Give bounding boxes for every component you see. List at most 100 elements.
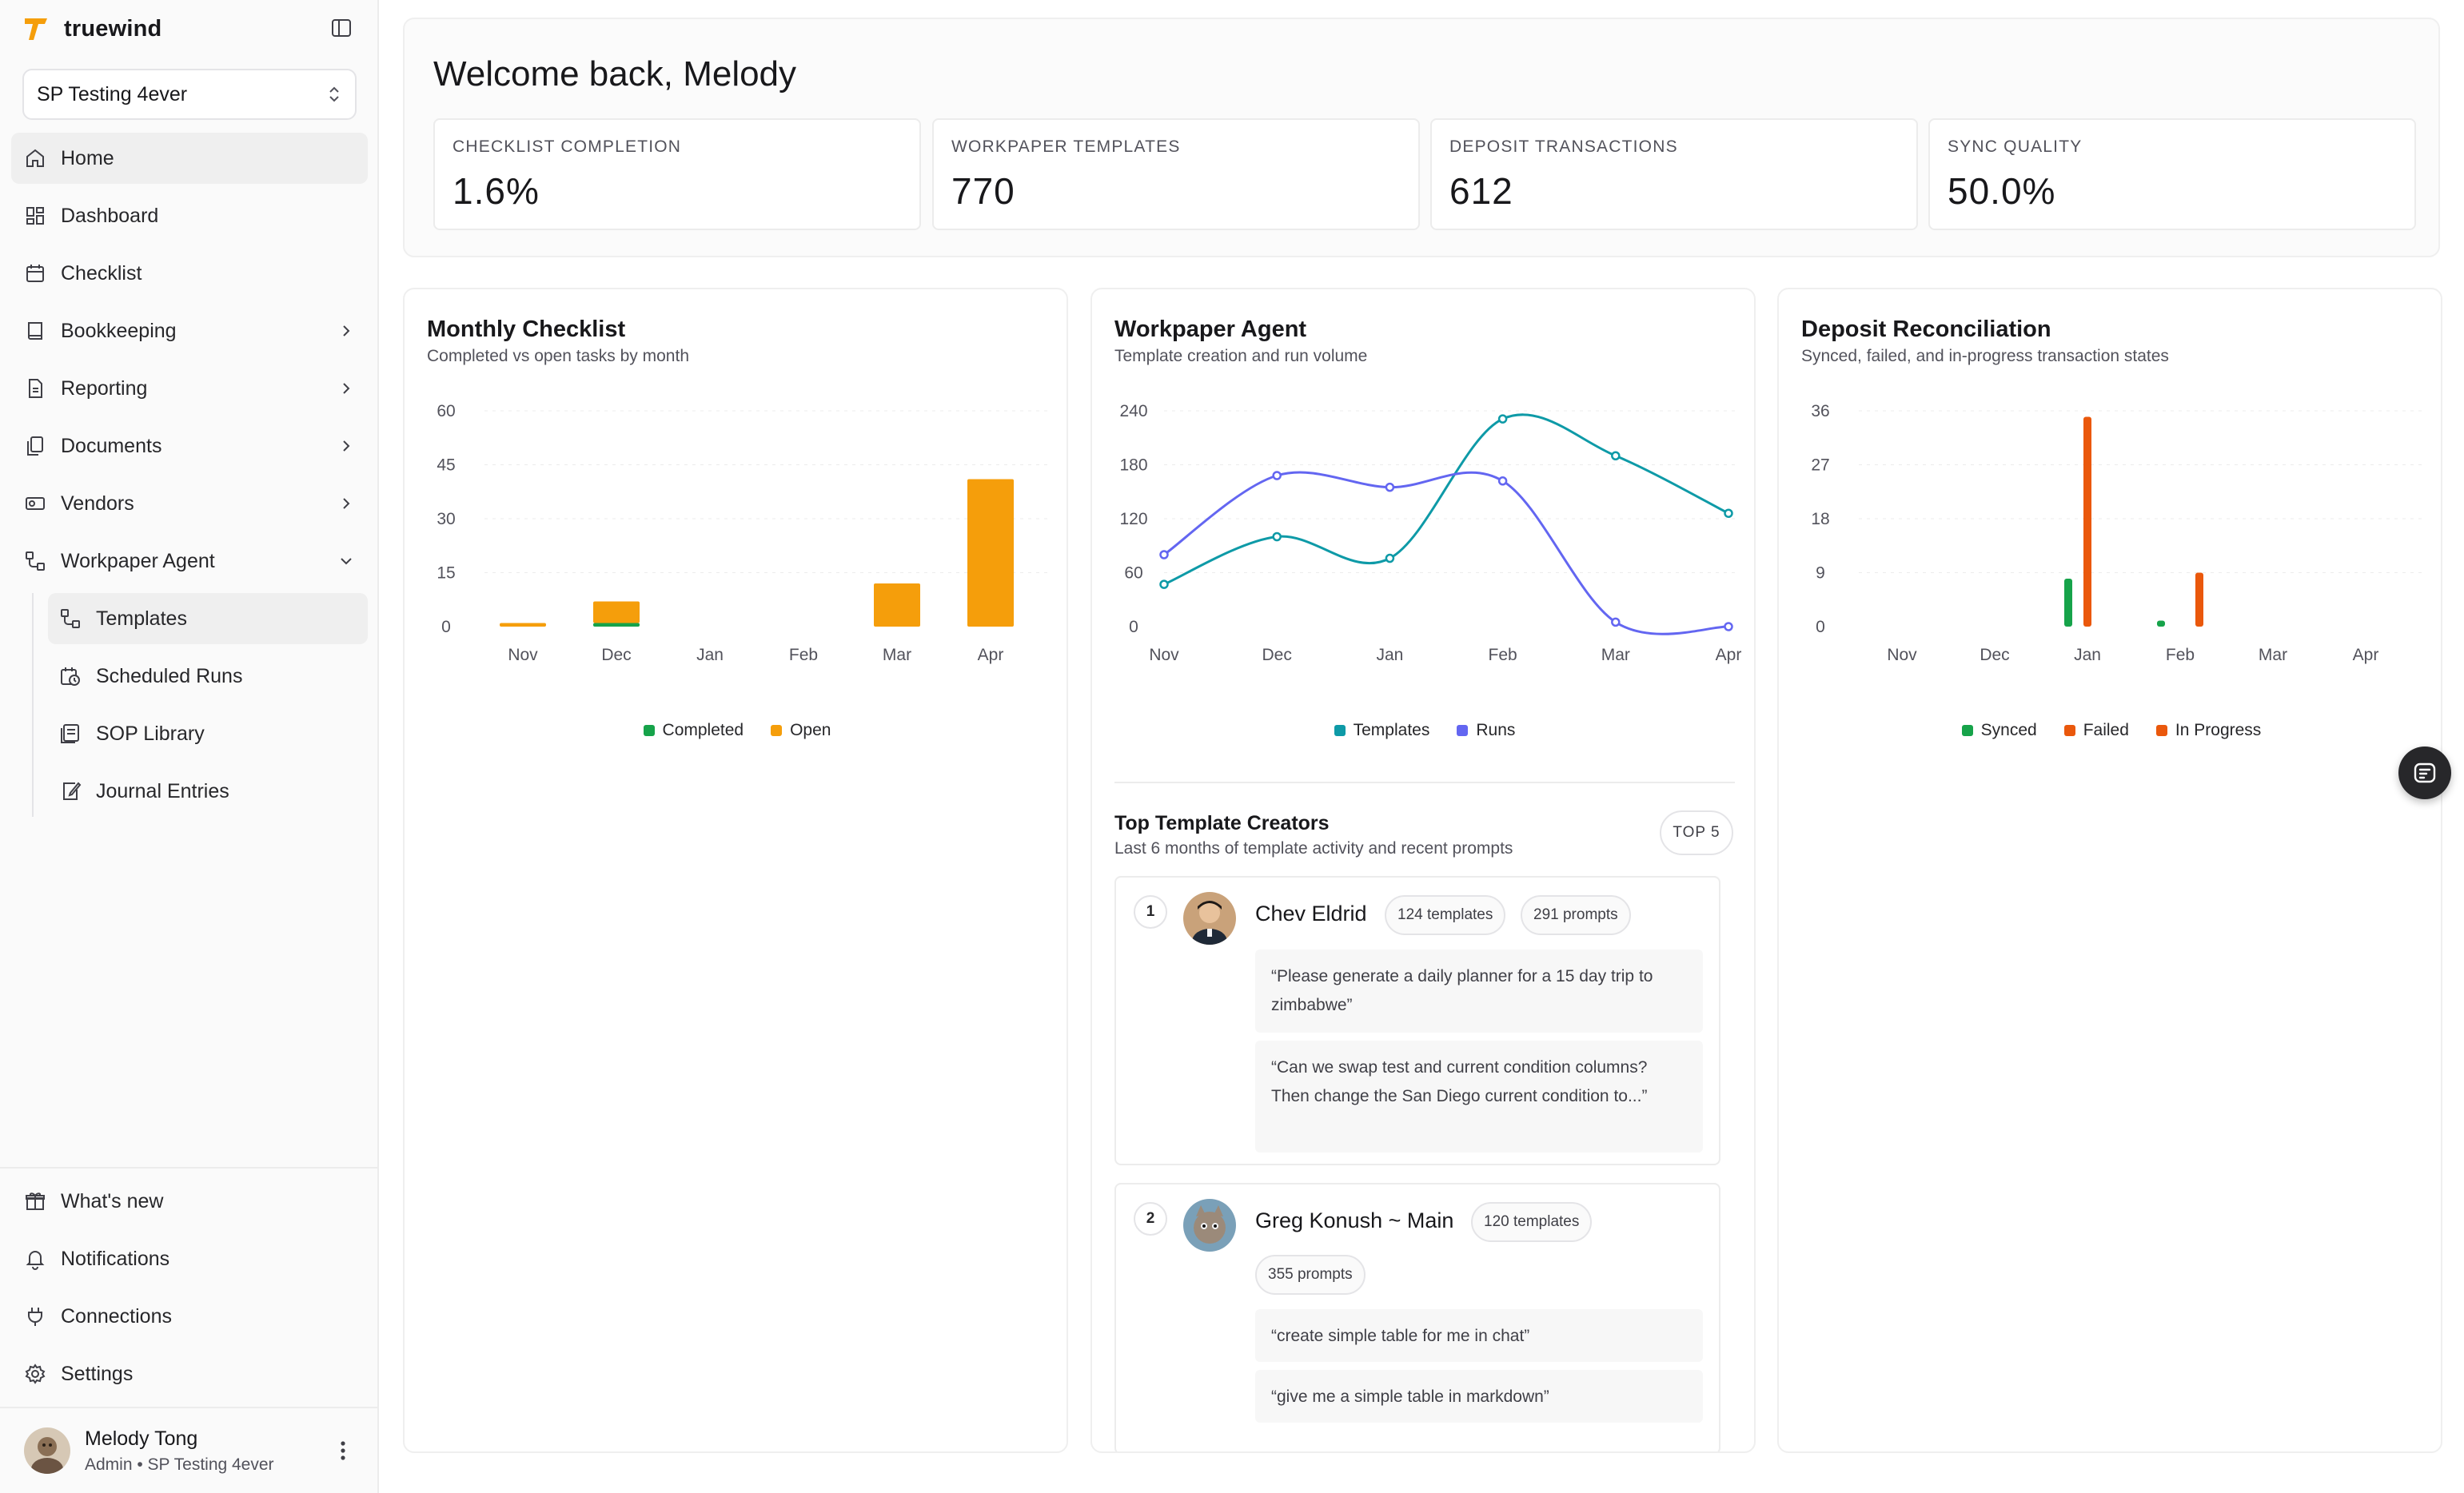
stat-card-checklist-completion[interactable]: CHECKLIST COMPLETION 1.6% [433,118,921,230]
x-tick-label: Apr [1716,646,1742,664]
point-runs [1385,482,1395,492]
nav-item-reporting[interactable]: Reporting [11,363,368,414]
templates-icon [61,609,80,628]
deposit-reconciliation-chart: 0 9 18 27 36 Nov Dec Jan Feb Mar Apr [1811,402,2423,664]
nav-item-settings[interactable]: Settings [11,1349,368,1399]
nav-label: Documents [61,434,162,457]
point-templates [1497,414,1508,424]
chevron-down-icon [341,558,352,565]
section-divider [1114,782,1735,783]
card-subtitle: Template creation and run volume [1114,347,1368,365]
legend-item-in-progress[interactable]: In Progress [2155,721,2261,740]
nav-item-dashboard[interactable]: Dashboard [11,190,368,241]
stat-card-sync-quality[interactable]: SYNC QUALITY 50.0% [1928,118,2416,230]
user-menu-button[interactable] [331,1439,355,1463]
chevron-up-down-icon [329,86,339,102]
creators-title: Top Template Creators [1114,812,1330,834]
chart-legend: Synced Failed In Progress [1779,721,2441,740]
x-tick-label: Apr [978,646,1004,664]
y-tick-label: 15 [437,564,455,583]
bar-open [874,583,920,627]
calendar-icon [26,265,44,282]
truewind-logo-icon [25,18,47,40]
bar-open [967,479,1014,627]
creator-card[interactable]: 1 Chev Eldrid 124 templates 291 prompts … [1114,876,1720,1165]
bar-completed [593,623,640,627]
nav-item-templates[interactable]: Templates [48,593,368,644]
stat-value: 1.6% [453,170,540,212]
dashboard-icon [26,207,44,225]
creators-subtitle: Last 6 months of template activity and r… [1114,839,1513,858]
legend-label: Synced [1980,721,2037,739]
bell-icon [26,1251,45,1270]
user-avatar [24,1427,70,1474]
user-card[interactable]: Melody Tong Admin • SP Testing 4ever [0,1407,379,1493]
sidebar-footer: What's new Notifications Connections Set… [0,1167,379,1407]
y-tick-label: 27 [1811,456,1829,475]
stat-label: WORKPAPER TEMPLATES [951,137,1181,156]
nav-label: Vendors [61,492,134,515]
y-tick-label: 36 [1811,402,1829,420]
nav-item-whats-new[interactable]: What's new [11,1176,368,1226]
legend-item-open[interactable]: Open [771,721,831,740]
prompts-count-chip: 291 prompts [1521,895,1631,935]
nav-item-notifications[interactable]: Notifications [11,1234,368,1284]
nav-item-journal-entries[interactable]: Journal Entries [48,766,368,817]
workspace-switcher[interactable]: SP Testing 4ever [22,69,357,120]
chevron-right-icon [343,440,350,452]
x-tick-label: Jan [1376,646,1403,664]
nav-item-documents[interactable]: Documents [11,420,368,472]
point-templates [1159,579,1169,589]
legend-item-runs[interactable]: Runs [1457,721,1515,740]
nav-item-sop-library[interactable]: SOP Library [48,708,368,759]
card-title: Monthly Checklist [427,317,626,342]
legend-label: Templates [1353,721,1430,739]
point-templates [1724,508,1733,518]
x-tick-label: Feb [789,646,818,664]
x-tick-label: Jan [696,646,724,664]
sidebar-toggle-icon [332,19,351,37]
creator-avatar [1183,892,1236,945]
collapse-sidebar-button[interactable] [329,16,353,40]
nav-label: Home [61,146,114,169]
x-tick-label: Feb [1489,646,1517,664]
stat-value: 612 [1449,170,1513,212]
nav-item-workpaper-agent[interactable]: Workpaper Agent [11,535,368,587]
series-line-templates [1163,413,1729,586]
chart-legend: Completed Open [405,721,1067,740]
nav-item-checklist[interactable]: Checklist [11,248,368,299]
monthly-checklist-chart: 0 15 30 45 60 Nov Dec Jan Feb Mar Apr [437,402,1047,664]
nav-item-scheduled-runs[interactable]: Scheduled Runs [48,651,368,702]
nav-item-bookkeeping[interactable]: Bookkeeping [11,305,368,356]
legend-item-completed[interactable]: Completed [643,721,744,740]
nav-item-home[interactable]: Home [11,133,368,184]
x-tick-label: Dec [601,646,631,664]
top-badge[interactable]: TOP 5 [1660,810,1733,855]
legend-label: Runs [1476,721,1516,739]
workpaper-agent-chart: 0 60 120 180 240 Nov Dec Jan Feb Mar Apr [1119,402,1742,664]
x-tick-label: Feb [2166,646,2195,664]
creator-name: Greg Konush ~ Main [1255,1208,1454,1232]
vendor-card-icon [26,497,45,510]
stat-card-deposit-transactions[interactable]: DEPOSIT TRANSACTIONS 612 [1430,118,1918,230]
nav-label: Reporting [61,376,148,400]
gear-icon [25,1364,46,1384]
stat-card-workpaper-templates[interactable]: WORKPAPER TEMPLATES 770 [932,118,1420,230]
nav-item-connections[interactable]: Connections [11,1292,368,1341]
chevron-right-icon [343,383,350,394]
plug-icon [28,1308,42,1326]
assistant-floating-button[interactable] [2398,746,2451,799]
bar-in-progress [2195,572,2203,627]
creator-card[interactable]: 2 Greg Konush ~ Main 120 templates 355 p… [1114,1183,1720,1451]
legend-item-synced[interactable]: Synced [1961,721,2037,740]
brand[interactable]: truewind [22,13,161,45]
nav-item-vendors[interactable]: Vendors [11,478,368,529]
documents-icon [27,436,43,456]
legend-item-failed[interactable]: Failed [2063,721,2129,740]
y-tick-label: 60 [437,402,455,420]
legend-item-templates[interactable]: Templates [1334,721,1430,740]
bar-synced [2157,620,2165,627]
templates-count-chip: 124 templates [1385,895,1506,935]
x-tick-label: Nov [508,646,538,664]
point-templates [1611,451,1621,460]
